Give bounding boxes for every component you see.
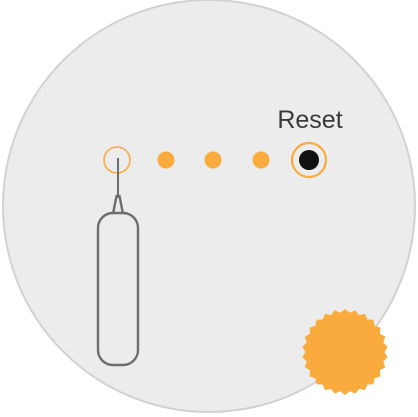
reset-button-core[interactable] (299, 150, 319, 170)
reset-button[interactable] (290, 141, 328, 179)
indicator-dot (252, 151, 270, 169)
indicator-dot (157, 151, 175, 169)
sun-seal-icon (302, 309, 388, 395)
reset-button-ring[interactable] (290, 141, 328, 179)
ejector-pin-icon (96, 158, 140, 367)
reset-label: Reset (277, 106, 342, 134)
indicator-dot (204, 151, 222, 169)
tool-neck (111, 194, 125, 215)
tool-handle (96, 211, 140, 367)
